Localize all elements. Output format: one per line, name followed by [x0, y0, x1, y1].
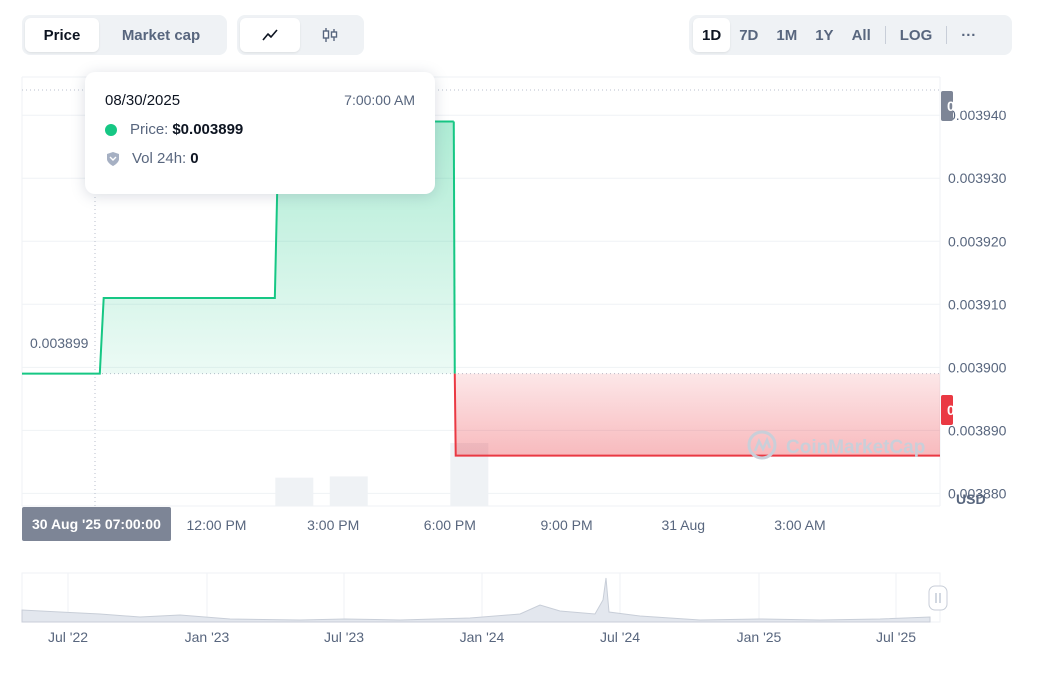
navigator-tick-label: Jul '22	[48, 629, 88, 645]
watermark: CoinMarketCap	[747, 430, 925, 460]
tooltip-vol-label: Vol 24h:	[132, 150, 187, 167]
price-tooltip: 08/30/2025 7:00:00 AM Price: $0.003899 V…	[85, 72, 435, 194]
line-chart-button[interactable]	[240, 18, 300, 52]
x-tick-label: 9:00 PM	[541, 517, 593, 533]
navigator-tick-label: Jan '25	[737, 629, 782, 645]
range-all-button[interactable]: All	[851, 26, 871, 44]
crosshair-date-label: 30 Aug '25 07:00:00	[22, 507, 171, 541]
log-scale-button[interactable]: LOG	[899, 26, 933, 44]
x-tick-label: 12:00 PM	[187, 517, 247, 533]
current-price-badge: 0.003886	[941, 395, 1005, 425]
axes: 0.003940 0.003930 0.003920 0.003910 0.003900…	[74, 107, 1006, 533]
tooltip-time: 7:00:00 AM	[344, 92, 415, 108]
high-price-badge: 0.003944	[941, 91, 1005, 121]
range-toggle: 1D 7D 1M 1Y All LOG ···	[689, 15, 1012, 55]
navigator-handle	[928, 585, 948, 611]
y-tick-label: 0.003900	[948, 359, 1007, 375]
chart-type-toggle	[237, 15, 364, 55]
volume-bar	[329, 476, 368, 506]
tab-market-cap[interactable]: Market cap	[121, 26, 201, 44]
navigator[interactable]: Jul '22 Jan '23 Jul '23 Jan '24 Jul '24 Jan '…	[21, 572, 948, 645]
navigator-tick-label: Jul '24	[600, 629, 640, 645]
y-tick-label: 0.003920	[948, 233, 1007, 249]
currency-label: USD	[956, 491, 986, 507]
watermark-text: CoinMarketCap	[786, 437, 925, 458]
tooltip-date: 08/30/2025	[105, 92, 181, 109]
navigator-history-area	[21, 577, 931, 623]
tooltip-price-label: Price:	[130, 121, 169, 138]
range-7d-button[interactable]: 7D	[739, 26, 759, 44]
volume-bar	[275, 477, 314, 506]
metric-toggle: Price Market cap	[22, 15, 227, 55]
more-options-button[interactable]: ···	[961, 26, 977, 44]
x-tick-label: 3:00 PM	[307, 517, 359, 533]
range-1m-button[interactable]: 1M	[776, 26, 798, 44]
coinmarketcap-logo-icon	[747, 430, 777, 460]
tab-price[interactable]: Price	[25, 18, 99, 52]
candlestick-icon	[322, 28, 338, 42]
navigator-tick-label: Jul '23	[324, 629, 364, 645]
line-chart-icon	[262, 29, 278, 41]
navigator-frame	[21, 572, 941, 623]
divider	[884, 26, 886, 44]
navigator-tick-label: Jan '23	[185, 629, 230, 645]
navigator-tick-label: Jan '24	[460, 629, 505, 645]
y-tick-label: 0.003910	[948, 296, 1007, 312]
tooltip-vol-value: 0	[190, 150, 199, 167]
x-tick-label: 31 Aug	[661, 517, 705, 533]
navigator-tick-label: Jul '25	[876, 629, 916, 645]
area-below-baseline	[455, 373, 940, 456]
range-1y-button[interactable]: 1Y	[815, 26, 834, 44]
y-tick-label: 0.003880	[948, 485, 1007, 501]
price-drop-up-part	[452, 121, 456, 374]
crosshair-price-label: 0.003899	[26, 335, 93, 351]
tooltip-price-value: $0.003899	[172, 121, 244, 138]
range-1d-button[interactable]: 1D	[693, 18, 731, 52]
divider	[946, 26, 948, 44]
y-tick-label: 0.003940	[948, 107, 1007, 123]
y-tick-label: 0.003930	[948, 170, 1007, 186]
price-dot-icon	[105, 123, 117, 136]
volume-shield-icon	[107, 151, 119, 166]
candlestick-button[interactable]	[300, 18, 360, 52]
price-line-down	[453, 373, 940, 457]
y-tick-label: 0.003890	[948, 422, 1007, 438]
coinmarketcap-logo-mark	[753, 436, 772, 452]
x-tick-label: 3:00 AM	[774, 517, 825, 533]
x-tick-label: 6:00 PM	[424, 517, 476, 533]
